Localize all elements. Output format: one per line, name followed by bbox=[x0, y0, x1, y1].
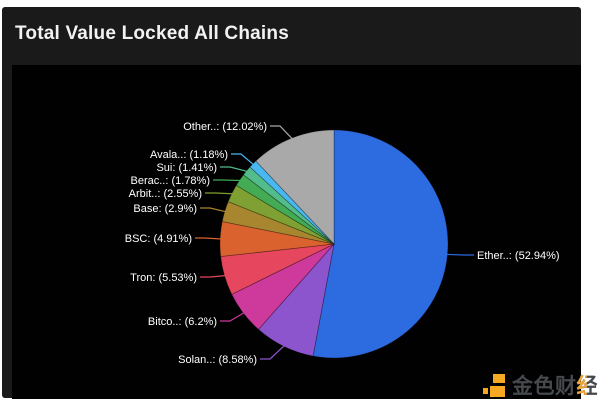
slice-label-berac: Berac..: (1.78%) bbox=[131, 175, 210, 187]
card-header: Total Value Locked All Chains bbox=[2, 7, 581, 65]
leader-line-sui bbox=[220, 166, 248, 173]
watermark-text-prefix: 金色财 bbox=[512, 375, 577, 398]
leader-line-base bbox=[200, 207, 226, 213]
leader-line-other bbox=[270, 125, 293, 140]
slice-label-sui: Sui: (1.41%) bbox=[156, 162, 217, 174]
leader-line-solan bbox=[260, 345, 285, 360]
leader-line-tron bbox=[200, 275, 226, 278]
leader-line-bitco bbox=[220, 312, 245, 322]
slice-label-arbit: Arbit..: (2.55%) bbox=[129, 188, 202, 200]
watermark-text-suffix: 经经 bbox=[577, 370, 599, 400]
page-title: Total Value Locked All Chains bbox=[15, 23, 289, 44]
jinse-watermark: 金色财经经 bbox=[483, 372, 598, 398]
slice-label-ether: Ether..: (52.94%) bbox=[477, 250, 560, 262]
slice-label-bsc: BSC: (4.91%) bbox=[125, 233, 192, 245]
slice-label-bitco: Bitco..: (6.2%) bbox=[148, 316, 217, 328]
leader-line-avala bbox=[231, 153, 254, 166]
slice-label-other: Other..: (12.02%) bbox=[183, 121, 267, 133]
slice-label-base: Base: (2.9%) bbox=[133, 203, 197, 215]
watermark-suffix-accent: 经 bbox=[576, 375, 598, 398]
slice-label-solan: Solan..: (8.58%) bbox=[178, 354, 257, 366]
leader-line-arbit bbox=[205, 192, 233, 195]
leader-line-bsc bbox=[195, 237, 222, 240]
watermark-text: 金色财经经 bbox=[512, 370, 598, 400]
slice-label-tron: Tron: (5.53%) bbox=[130, 272, 197, 284]
slice-label-avala: Avala..: (1.18%) bbox=[150, 149, 228, 161]
leader-line-ether bbox=[446, 253, 474, 256]
jinse-logo-icon bbox=[483, 373, 505, 397]
